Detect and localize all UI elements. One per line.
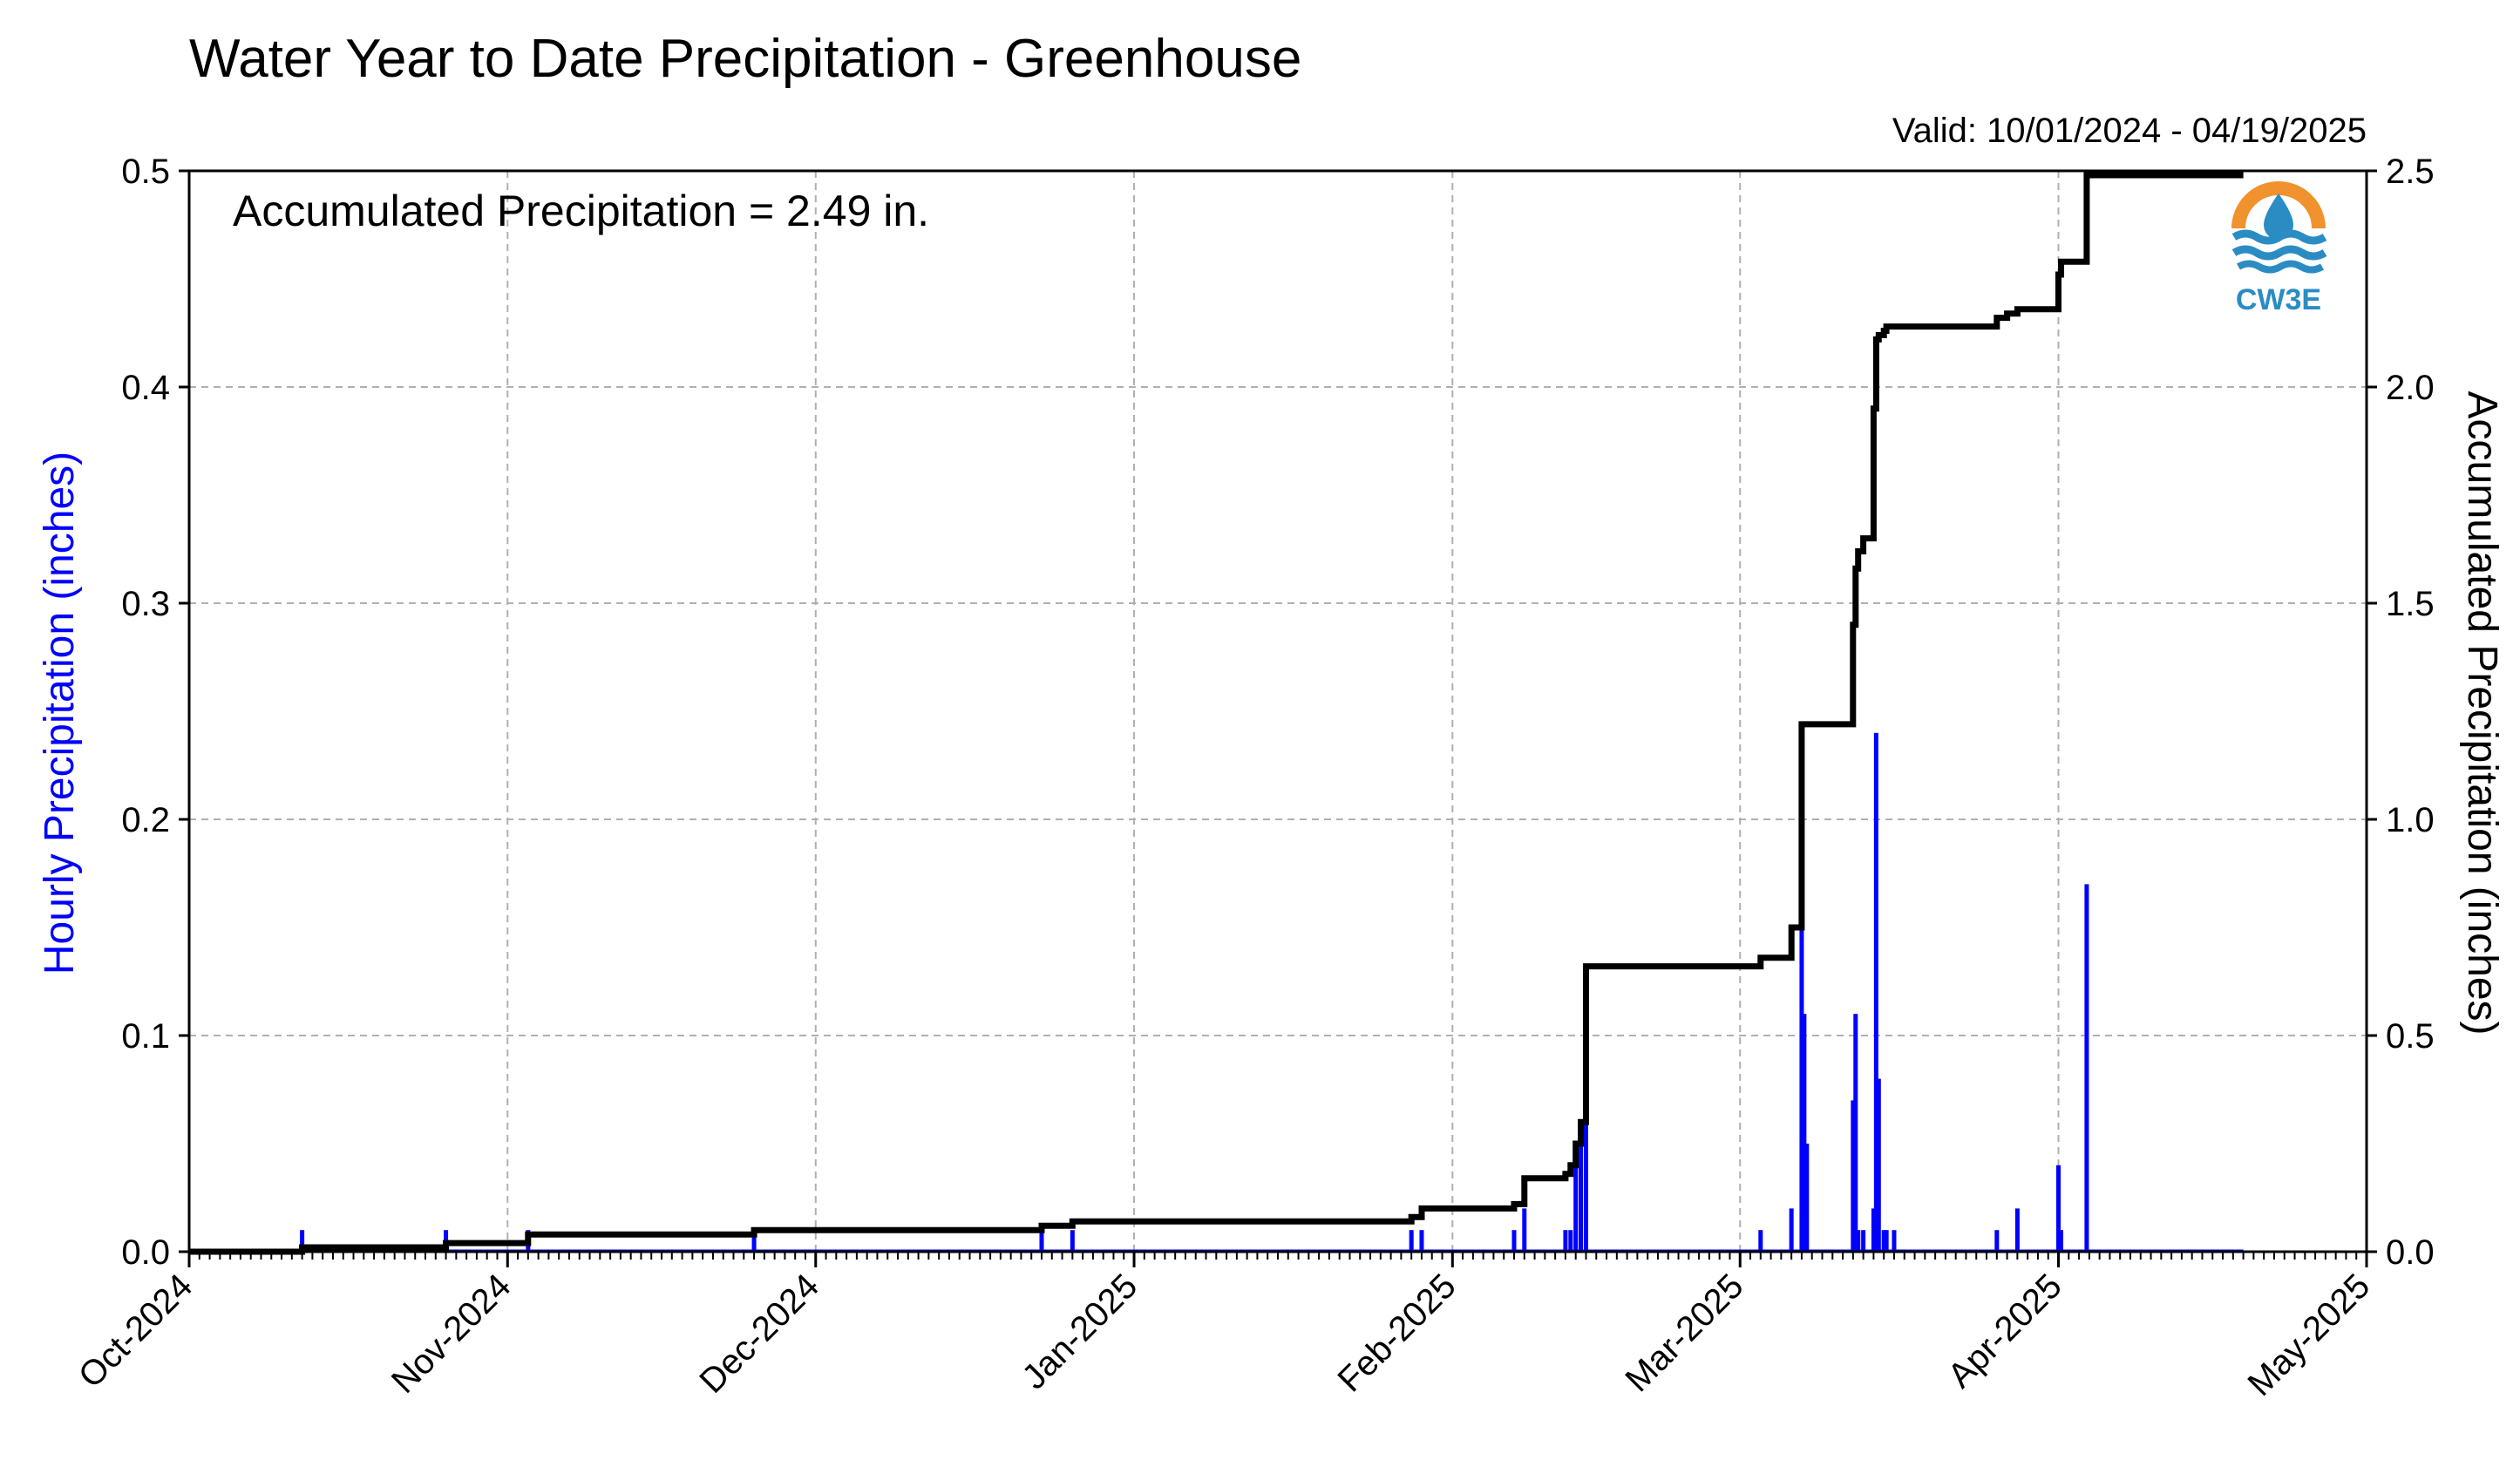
hourly-precip-bar [1802,1014,1807,1252]
hourly-precip-bar [2084,884,2089,1252]
chart-title: Water Year to Date Precipitation - Green… [189,29,1301,89]
hourly-precip-bar [1758,1230,1763,1252]
grid-lines [189,171,2367,1252]
hourly-precip-bar [1409,1230,1414,1252]
logo-text: CW3E [2236,283,2321,316]
hourly-precip-bar [1573,1165,1579,1252]
hourly-precip-bar [1994,1230,2000,1252]
hourly-precip-bar [2014,1208,2020,1252]
hourly-precip-bar [1583,1122,1588,1252]
hourly-precip-bar [1789,1208,1794,1252]
hourly-precip-bar [1853,1014,1858,1252]
hourly-precip-bar [1876,1078,1881,1252]
hourly-precip-bar [2058,1230,2063,1252]
hourly-precip-bar [1851,1100,1856,1252]
valid-date-range: Valid: 10/01/2024 - 04/19/2025 [1892,112,2367,150]
cw3e-logo: CW3E [2228,181,2329,316]
left-tick-label: 0.2 [121,801,170,839]
hourly-precip-bar [1511,1230,1517,1252]
right-tick-label: 1.0 [2386,801,2435,839]
hourly-precip-bar [1579,1144,1584,1252]
hourly-precip-bar [1804,1144,1810,1252]
hourly-precip-bar [1881,1230,1886,1252]
hourly-precip-bar [1070,1230,1075,1252]
right-axis-label: Accumulated Precipitation (inches) [2459,391,2505,1035]
logo-wave-icon [2236,260,2325,274]
hourly-precip-bar [751,1230,757,1252]
left-tick-label: 0.0 [121,1233,170,1272]
hourly-precip-bar [300,1230,305,1252]
hourly-precip-bar [1039,1230,1044,1252]
right-tick-label: 1.5 [2386,585,2435,623]
right-tick-label: 0.0 [2386,1233,2435,1272]
hourly-precip-bar [1861,1230,1866,1252]
hourly-precip-bar [1871,1208,1876,1252]
hourly-precip-bar [1568,1230,1573,1252]
accumulated-annotation: Accumulated Precipitation = 2.49 in. [233,187,929,235]
right-axis-ticks: 0.0 0.5 1.0 1.5 2.0 2.5 [2367,153,2435,1272]
hourly-precip-bar [1419,1230,1424,1252]
hourly-precip-bar [1563,1230,1568,1252]
left-tick-label: 0.3 [121,585,170,623]
right-tick-label: 2.5 [2386,153,2435,191]
left-tick-label: 0.1 [121,1017,170,1056]
accumulated-precip-line [189,172,2244,1255]
hourly-precip-bar [1892,1230,1897,1252]
left-tick-label: 0.5 [121,153,170,191]
left-axis-label: Hourly Precipitation (inches) [37,452,83,975]
right-tick-label: 0.5 [2386,1017,2435,1056]
accumulated-line-group [189,172,2244,1255]
right-tick-label: 2.0 [2386,369,2435,407]
hourly-precip-bar [1856,1230,1861,1252]
hourly-precip-bar [1522,1208,1527,1252]
left-axis-ticks: 0.0 0.1 0.2 0.3 0.4 0.5 [121,153,189,1272]
hourly-precip-bar [1873,732,1878,1252]
hourly-precip-bar [1884,1230,1889,1252]
logo-drop-icon [2264,194,2293,240]
left-tick-label: 0.4 [121,369,170,407]
hourly-precip-bar [1799,927,1804,1252]
logo-wave-icon [2231,245,2327,261]
hourly-precip-bar [2056,1165,2062,1252]
